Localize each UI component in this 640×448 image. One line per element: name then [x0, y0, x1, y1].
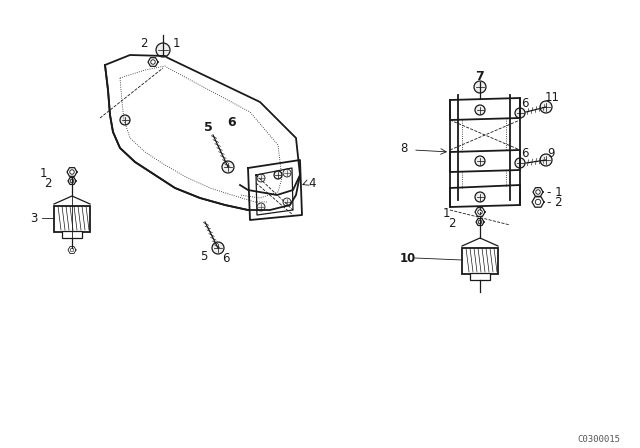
Text: 2: 2: [45, 177, 52, 190]
Text: 1: 1: [442, 207, 450, 220]
Circle shape: [515, 108, 525, 118]
Text: 4: 4: [308, 177, 316, 190]
Text: 2: 2: [141, 36, 148, 49]
Circle shape: [274, 171, 282, 179]
Circle shape: [515, 158, 525, 168]
FancyBboxPatch shape: [470, 273, 490, 280]
Text: 10: 10: [400, 251, 416, 264]
Text: 5: 5: [200, 250, 207, 263]
Text: 6: 6: [521, 96, 529, 109]
Circle shape: [475, 192, 485, 202]
Text: 6: 6: [222, 251, 230, 264]
Circle shape: [156, 43, 170, 57]
Text: 2: 2: [449, 216, 456, 229]
Circle shape: [475, 156, 485, 166]
Text: 3: 3: [30, 211, 37, 224]
FancyBboxPatch shape: [462, 248, 498, 274]
Text: 1: 1: [173, 36, 180, 49]
Text: C0300015: C0300015: [577, 435, 620, 444]
Text: - 2: - 2: [547, 195, 563, 208]
Text: 6: 6: [228, 116, 236, 129]
Circle shape: [257, 203, 265, 211]
Circle shape: [222, 161, 234, 173]
Circle shape: [283, 198, 291, 206]
Circle shape: [212, 242, 224, 254]
FancyBboxPatch shape: [54, 206, 90, 232]
Text: 1: 1: [40, 167, 47, 180]
Text: 9: 9: [547, 146, 554, 159]
FancyBboxPatch shape: [62, 231, 82, 238]
Circle shape: [283, 169, 291, 177]
Text: 5: 5: [204, 121, 212, 134]
Text: 6: 6: [521, 146, 529, 159]
Circle shape: [540, 154, 552, 166]
Circle shape: [540, 101, 552, 113]
Text: 11: 11: [545, 90, 560, 103]
Text: 7: 7: [476, 69, 484, 82]
Circle shape: [474, 81, 486, 93]
Circle shape: [475, 105, 485, 115]
Circle shape: [257, 174, 265, 182]
Circle shape: [120, 115, 130, 125]
Text: 8: 8: [400, 142, 408, 155]
Text: - 1: - 1: [547, 185, 563, 198]
